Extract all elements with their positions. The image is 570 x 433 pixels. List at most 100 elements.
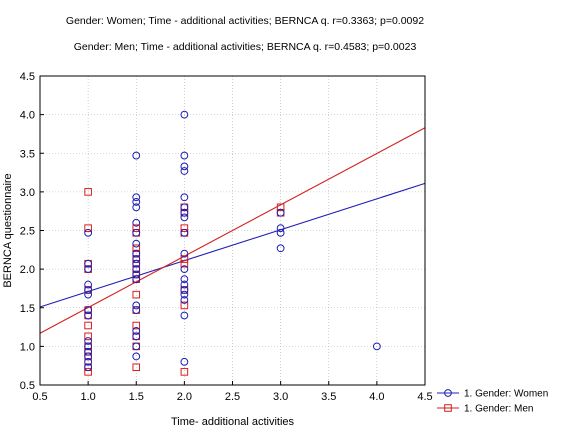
data-point-women — [132, 306, 141, 314]
data-point-men — [84, 321, 92, 330]
data-point-women — [84, 311, 93, 320]
data-point-women — [132, 301, 141, 310]
data-point-women — [84, 228, 93, 237]
data-point-men — [132, 363, 141, 372]
data-point-women — [132, 275, 141, 284]
legend-marker-square — [444, 404, 452, 412]
data-point-men — [84, 224, 92, 232]
data-point-men — [132, 321, 141, 330]
y-tick-label: 2.0 — [20, 264, 35, 276]
data-point-women — [84, 259, 93, 268]
data-point-women — [180, 280, 189, 289]
x-tick-label: 2.5 — [225, 391, 240, 403]
data-point-women — [84, 306, 93, 314]
data-point-women — [276, 224, 285, 233]
x-axis-label: Time- additional activities — [171, 416, 295, 428]
legend-label: 1. Gender: Men — [464, 404, 533, 415]
legend-marker-circle — [444, 389, 452, 397]
data-point-men — [180, 301, 189, 310]
y-tick-label: 4.0 — [20, 110, 35, 122]
data-point-women — [180, 167, 189, 175]
data-point-women — [132, 228, 141, 237]
data-point-women — [84, 342, 93, 351]
data-point-men — [84, 332, 92, 341]
data-point-women — [132, 198, 141, 206]
data-point-women — [132, 218, 141, 227]
data-points — [84, 110, 381, 376]
regression-line — [39, 182, 426, 308]
data-point-women — [372, 342, 381, 351]
data-point-men — [84, 368, 92, 376]
regression-line — [39, 127, 426, 334]
y-tick-label: 0.5 — [20, 380, 35, 392]
data-point-women — [84, 347, 93, 356]
data-point-women — [180, 162, 189, 171]
y-axis-ticks: 0.5 1.0 1.5 2.0 2.5 3.0 3.5 4.0 4.5 — [20, 71, 44, 392]
y-tick-label: 4.5 — [20, 71, 35, 83]
data-point-women — [132, 239, 141, 248]
data-point-women — [132, 249, 141, 258]
y-tick-label: 1.0 — [20, 341, 35, 353]
x-tick-label: 0.5 — [32, 391, 47, 403]
data-point-women — [132, 342, 141, 351]
data-point-men — [132, 290, 141, 299]
data-point-women — [84, 363, 93, 372]
data-point-women — [84, 337, 93, 345]
data-point-women — [132, 255, 141, 263]
data-point-women — [132, 151, 141, 160]
data-point-women — [84, 265, 93, 274]
y-tick-label: 2.5 — [20, 226, 35, 238]
regression-lines — [39, 127, 426, 334]
data-point-men — [132, 224, 141, 232]
data-point-women — [180, 286, 189, 294]
legend: 1. Gender: Women 1. Gender: Men — [437, 389, 548, 415]
x-tick-label: 4.5 — [417, 391, 432, 403]
data-point-women — [180, 311, 189, 320]
data-point-men — [180, 224, 189, 232]
data-point-women — [84, 290, 93, 299]
data-point-women — [180, 296, 189, 304]
legend-label: 1. Gender: Women — [464, 389, 548, 400]
data-point-men — [276, 203, 285, 212]
data-point-women — [132, 327, 141, 335]
y-tick-label: 1.5 — [20, 303, 35, 315]
data-point-women — [276, 208, 285, 217]
data-point-women — [276, 228, 285, 237]
data-point-women — [180, 151, 189, 160]
data-point-women — [180, 265, 189, 274]
x-tick-label: 4.0 — [369, 391, 384, 403]
x-tick-label: 2.0 — [177, 391, 192, 403]
data-point-women — [132, 352, 141, 361]
data-point-women — [84, 280, 93, 289]
data-point-women — [180, 193, 189, 202]
x-tick-label: 1.0 — [80, 391, 95, 403]
x-tick-label: 3.5 — [321, 391, 336, 403]
x-tick-label: 1.5 — [129, 391, 144, 403]
data-point-women — [180, 290, 189, 299]
data-point-men — [180, 255, 189, 263]
data-point-women — [276, 244, 285, 253]
data-point-women — [180, 275, 189, 284]
y-tick-label: 3.5 — [20, 148, 35, 160]
data-point-women — [84, 352, 93, 361]
chart-title-women: Gender: Women; Time - additional activit… — [65, 15, 425, 27]
x-tick-label: 3.0 — [273, 391, 288, 403]
data-point-men — [132, 244, 141, 253]
data-point-women — [180, 110, 189, 119]
data-point-women — [132, 203, 141, 212]
y-axis-label: BERNCA questionnaire — [2, 173, 14, 287]
chart-title-men: Gender: Men; Time - additional activitie… — [73, 41, 417, 53]
data-point-women — [132, 332, 141, 341]
data-point-women — [180, 213, 189, 222]
data-point-women — [132, 193, 141, 202]
data-point-women — [180, 249, 189, 258]
data-point-women — [180, 208, 189, 217]
x-axis-ticks: 0.5 1.0 1.5 2.0 2.5 3.0 3.5 4.0 4.5 — [32, 381, 433, 403]
data-point-women — [180, 357, 189, 366]
data-point-women — [132, 259, 141, 268]
data-point-women — [180, 203, 189, 212]
data-point-women — [180, 228, 189, 237]
data-point-women — [84, 286, 93, 294]
data-point-men — [180, 259, 189, 268]
